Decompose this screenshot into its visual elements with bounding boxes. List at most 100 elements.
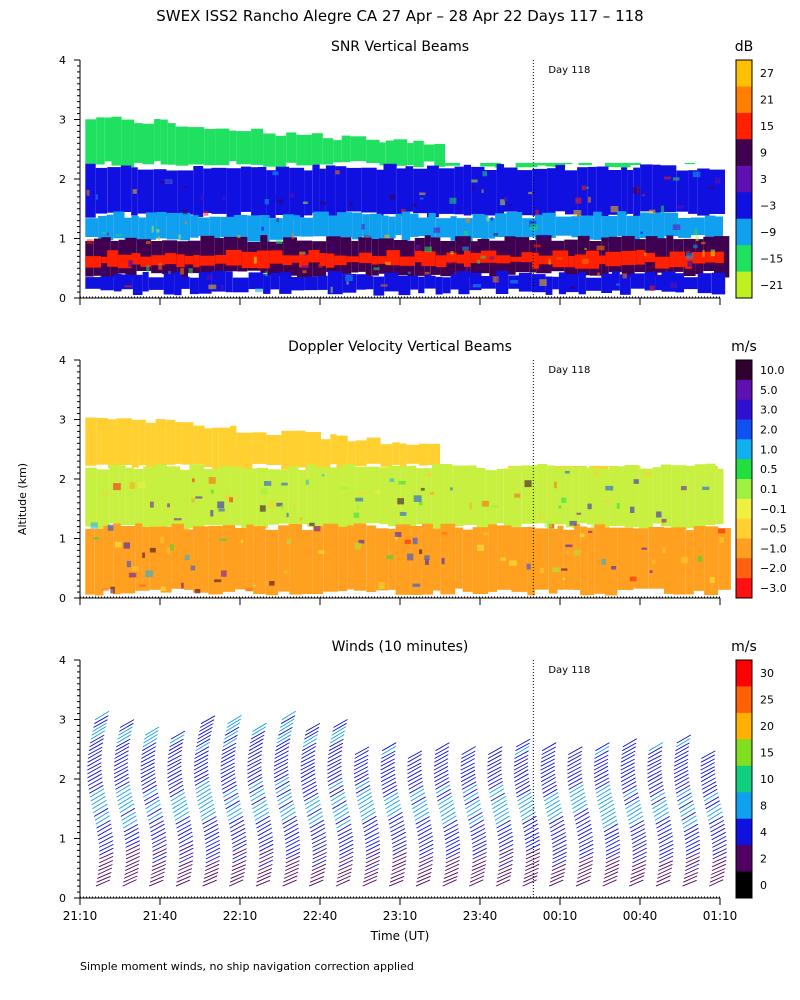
heatmap-cell-lower-blue — [495, 270, 509, 294]
wind-barb — [466, 803, 481, 813]
wind-barb — [353, 770, 369, 779]
heatmap-cell-low-orange — [85, 528, 95, 595]
wind-barb — [275, 784, 291, 794]
wind-barb — [392, 840, 407, 848]
heatmap-cell-mid-cyan — [337, 212, 353, 238]
wind-barb — [443, 875, 458, 883]
heatmap-speckle — [401, 209, 406, 212]
heatmap-speckle — [150, 501, 154, 508]
heatmap-cell-red-peak — [636, 249, 645, 265]
heatmap-cell-upper-blue — [640, 164, 653, 212]
wind-barb — [572, 803, 588, 813]
heatmap-speckle — [276, 502, 283, 507]
heatmap-cell-lower-blue — [327, 271, 343, 295]
wind-barb — [306, 803, 321, 813]
wind-barb — [355, 784, 371, 794]
colorbar-swatch — [736, 712, 752, 740]
heatmap-cell-mid-cyan — [456, 218, 473, 242]
heatmap-speckle — [192, 478, 195, 483]
wind-barb — [541, 777, 556, 786]
wind-barb — [656, 875, 671, 883]
heatmap-cell-low-orange — [664, 527, 674, 594]
heatmap-speckle — [426, 473, 434, 477]
wind-barb — [702, 784, 717, 794]
heatmap-speckle — [473, 284, 481, 288]
wind-barb — [540, 765, 555, 775]
heatmap-cell-low-orange — [535, 528, 549, 590]
heatmap-speckle — [548, 258, 551, 265]
wind-barb — [657, 828, 673, 837]
heatmap-cell-lower-blue — [418, 276, 425, 294]
wind-barb — [414, 811, 430, 821]
wind-barb — [170, 792, 186, 802]
heatmap-cell-low-orange — [455, 527, 463, 589]
heatmap-cell-lower-blue — [304, 276, 318, 291]
wind-barb — [445, 856, 460, 864]
wind-barb — [199, 804, 215, 813]
wind-barb — [124, 831, 140, 841]
heatmap-speckle — [681, 486, 687, 491]
heatmap-cell-upper-orange — [305, 432, 321, 471]
wind-barb — [546, 803, 561, 813]
wind-barb — [355, 780, 370, 790]
heatmap-cell-upper-orange — [281, 430, 294, 470]
colorbar-swatch — [736, 165, 752, 193]
heatmap-cell-mid-cyan — [395, 213, 402, 236]
wind-barb — [551, 868, 566, 875]
wind-barb — [467, 807, 482, 817]
wind-barb — [169, 784, 184, 794]
heatmap-cell-top-noise — [263, 133, 276, 167]
wind-barb — [99, 843, 114, 852]
heatmap-speckle — [358, 539, 365, 544]
wind-barb — [552, 847, 567, 856]
wind-barb — [248, 746, 263, 755]
wind-barb — [202, 879, 217, 887]
wind-barb — [712, 839, 727, 848]
heatmap-speckle — [640, 231, 643, 235]
wind-barb — [621, 742, 637, 752]
wind-barb — [195, 784, 211, 794]
wind-barb — [598, 799, 614, 810]
heatmap-cell-upper-blue — [383, 163, 397, 215]
wind-barb — [229, 875, 245, 883]
heatmap-speckle — [544, 522, 553, 528]
heatmap-cell-upper-orange — [568, 465, 583, 467]
heatmap-speckle — [181, 583, 184, 586]
panel-2: Doppler Velocity Vertical Beams01234Alti… — [16, 339, 787, 605]
wind-barb — [433, 765, 449, 775]
wind-barb — [513, 769, 529, 779]
wind-barb — [118, 726, 133, 736]
wind-barb — [489, 784, 504, 794]
heatmap-speckle — [702, 486, 710, 490]
heatmap-cell-upper-blue — [565, 170, 578, 215]
wind-barb — [227, 807, 242, 817]
wind-barb — [407, 762, 422, 771]
heatmap-speckle — [255, 288, 263, 293]
heatmap-cell-upper-blue — [676, 170, 689, 212]
wind-barb — [310, 871, 325, 879]
heatmap-speckle — [539, 279, 547, 286]
heatmap-cell-mid-cyan — [293, 215, 301, 237]
heatmap-cell-mid-cyan — [131, 215, 139, 241]
wind-barb — [388, 816, 404, 825]
heatmap-cell-low-orange — [511, 527, 528, 592]
heatmap-speckle — [492, 276, 499, 283]
heatmap-speckle — [173, 518, 182, 521]
wind-barb — [231, 864, 246, 872]
wind-barb — [524, 863, 540, 872]
heatmap-cell-red-peak — [399, 256, 415, 266]
figure-title: SWEX ISS2 Rancho Alegre CA 27 Apr – 28 A… — [156, 7, 643, 25]
wind-barb — [550, 823, 565, 833]
wind-barb — [654, 811, 670, 821]
wind-barb — [656, 819, 671, 829]
heatmap-cell-red-peak — [164, 253, 177, 265]
wind-barb — [312, 852, 327, 860]
heatmap-cell-upper-orange — [428, 443, 440, 465]
wind-barb — [673, 770, 689, 779]
wind-barb — [116, 734, 132, 744]
heatmap-speckle — [221, 285, 224, 291]
heatmap-speckle — [346, 281, 349, 285]
heatmap-cell-purple-band — [200, 235, 215, 273]
heatmap-cell-lower-blue — [163, 273, 175, 295]
wind-barb — [460, 766, 475, 775]
